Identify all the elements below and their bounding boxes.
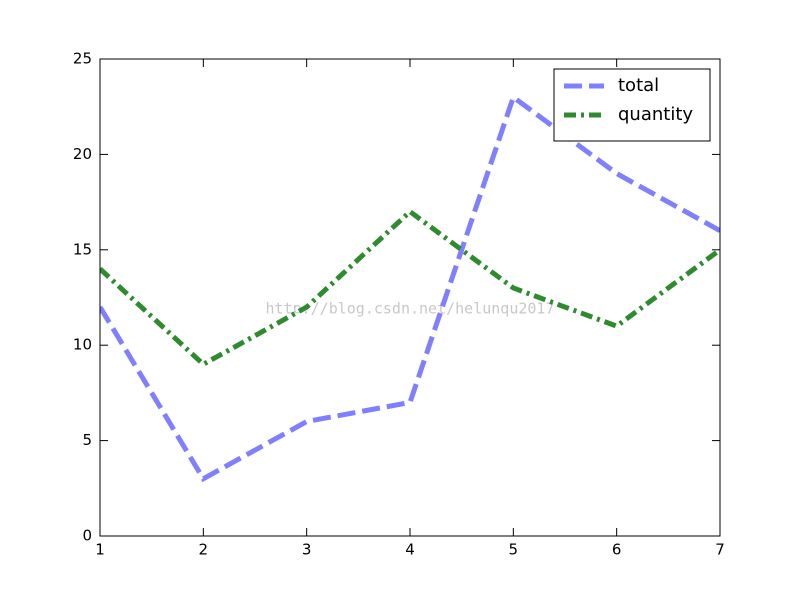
y-tick-label: 5 [82, 431, 92, 449]
watermark: http://blog.csdn.net/helunqu2017 [266, 300, 555, 318]
x-tick-label: 4 [405, 541, 415, 559]
plot-frame [99, 58, 721, 537]
legend-label: total [618, 75, 659, 96]
legend: total quantity [553, 68, 711, 142]
x-tick-label: 2 [199, 541, 209, 559]
y-tick-label: 0 [82, 527, 92, 545]
y-tick-label: 10 [73, 336, 92, 354]
series-line [100, 93, 720, 483]
x-tick-label: 3 [302, 541, 312, 559]
x-tick-label: 5 [509, 541, 519, 559]
y-tick-label: 25 [73, 50, 92, 68]
y-tick-label: 15 [73, 240, 92, 258]
x-tick-label: 6 [612, 541, 622, 559]
x-tick-label: 7 [715, 541, 725, 559]
series-line [100, 208, 720, 368]
y-tick-label: 20 [73, 145, 92, 163]
legend-label: quantity [618, 104, 693, 125]
legend-frame [553, 68, 711, 142]
x-tick-label: 1 [95, 541, 105, 559]
